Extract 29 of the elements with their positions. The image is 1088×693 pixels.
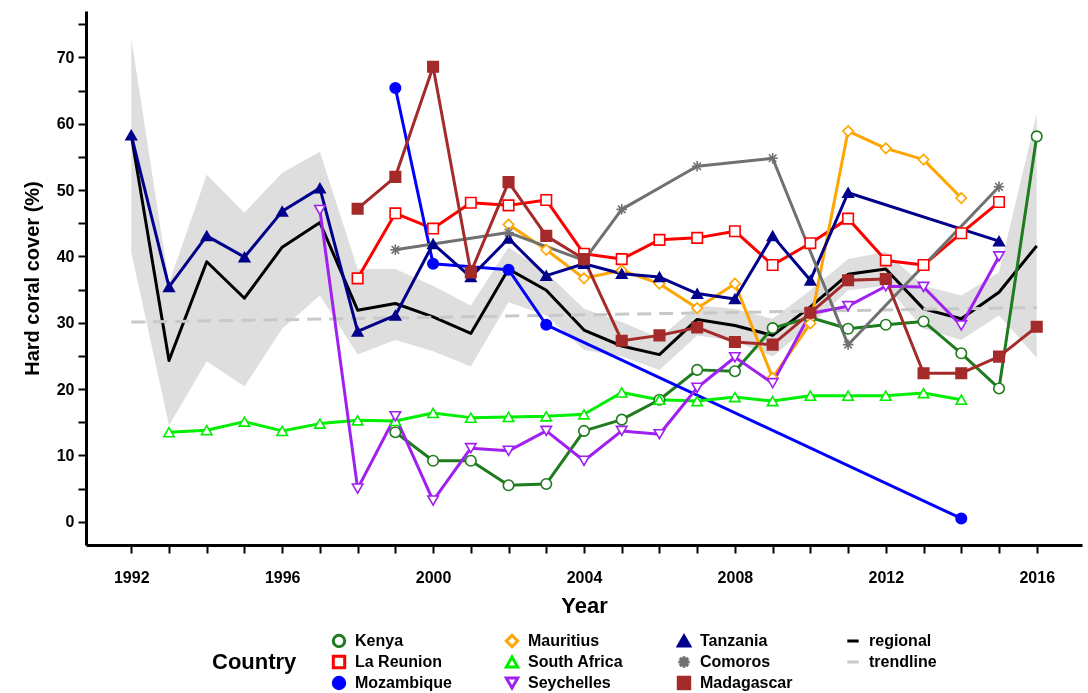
x-tick-label: 2016 <box>1019 568 1056 586</box>
x-tick-label: 2000 <box>415 568 452 586</box>
y-tick-label: 0 <box>65 513 75 531</box>
y-tick-label: 50 <box>56 181 75 199</box>
y-tick-label: 30 <box>56 314 75 332</box>
legend-label: Mozambique <box>355 674 452 691</box>
legend-label: La Reunion <box>355 653 443 670</box>
legend-label: Comoros <box>700 653 771 670</box>
y-tick-label: 10 <box>56 446 75 464</box>
legend-label: trendline <box>869 653 937 670</box>
x-axis-title: Year <box>561 592 609 618</box>
y-tick-label: 70 <box>56 48 75 66</box>
y-tick-label: 40 <box>56 247 75 265</box>
legend-label: South Africa <box>528 653 623 670</box>
legend-label: Madagascar <box>700 674 793 691</box>
x-tick-label: 2008 <box>717 568 754 586</box>
legend-title: Country <box>212 649 298 674</box>
y-tick-label: 60 <box>56 115 75 133</box>
legend-label: regional <box>869 632 932 649</box>
x-tick-label: 2004 <box>566 568 603 586</box>
x-tick-label: 1992 <box>113 568 150 586</box>
x-tick-label: 1996 <box>264 568 301 586</box>
legend-label: Tanzania <box>700 632 768 649</box>
legend-label: Kenya <box>355 632 404 649</box>
x-tick-label: 2012 <box>868 568 905 586</box>
legend-label: Mauritius <box>528 632 600 649</box>
y-tick-label: 20 <box>56 380 75 398</box>
legend-label: Seychelles <box>528 674 611 691</box>
y-axis-title: Hard coral cover (%) <box>20 181 43 376</box>
